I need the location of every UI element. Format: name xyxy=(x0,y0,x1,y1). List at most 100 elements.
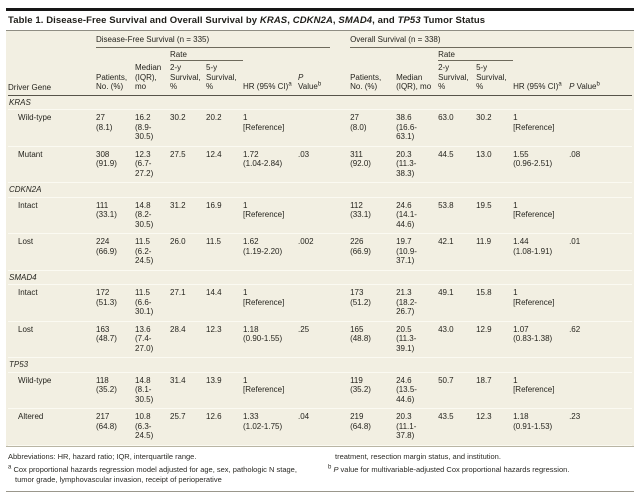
dfs-median-cell: 11.5 (6.6-30.1) xyxy=(135,284,170,322)
os-2y-survival-cell: 44.5 xyxy=(438,146,477,183)
dfs-2y-survival-cell: 31.2 xyxy=(170,197,206,234)
os-rate-header: Rate xyxy=(438,47,514,61)
gene-name: TP53 xyxy=(397,15,421,26)
os-patients-cell: 311 (92.0) xyxy=(350,146,397,183)
dfs-patients-cell: 27 (8.1) xyxy=(96,109,135,147)
dfs-5y-survival-cell: 12.3 xyxy=(206,321,243,358)
os-hr-cell: 1.44 (1.08-1.91) xyxy=(513,233,570,271)
os-median-cell: 19.7 (10.9-37.1) xyxy=(396,233,439,271)
dfs-median-header: Median (IQR), mo xyxy=(135,60,170,96)
column-header-row: Patients, No. (%) Median (IQR), mo 2-y S… xyxy=(8,60,633,96)
table-title: Table 1. Disease-Free Survival and Overa… xyxy=(6,11,634,31)
table-row: Mutant 308 (91.9) 12.3 (6.7-27.2) 27.5 12.4 1.7… xyxy=(8,146,633,183)
os-patients-cell: 219 (64.8) xyxy=(350,408,397,446)
dfs-hr-cell: 1.33 (1.02-1.75) xyxy=(243,408,298,446)
os-5y-survival-cell: 11.9 xyxy=(476,233,514,271)
os-patients-cell: 226 (66.9) xyxy=(350,233,397,271)
table-row: Wild-type 27 (8.1) 16.2 (8.9-30.5) 30.2 20.2 1[… xyxy=(8,109,633,147)
row-label: Wild-type xyxy=(8,372,96,409)
os-hr-cell: 1.55 (0.96-2.51) xyxy=(513,146,570,183)
footnote-column-right: treatment, resection margin status, and … xyxy=(328,452,632,489)
row-label: Altered xyxy=(8,408,96,446)
table-row: Lost 163 (48.7) 13.6 (7.4-27.0) 28.4 12.3 1.18(… xyxy=(8,321,633,358)
table-row: Intact 111 (33.1) 14.8 (8.2-30.5) 31.2 16.9 1 [R… xyxy=(8,197,633,234)
footnote-a-text: Cox proportional hazards regression mode… xyxy=(13,465,297,484)
footnote-a: a Cox proportional hazards regression mo… xyxy=(8,465,312,484)
row-label: Intact xyxy=(8,284,96,322)
dfs-p-value-cell: .002 xyxy=(298,233,331,271)
dfs-2y-survival-cell: 27.1 xyxy=(170,284,206,322)
rate-gap xyxy=(96,47,170,61)
os-hr-cell: 1 [Reference] xyxy=(513,109,570,147)
os-median-cell: 38.6 (16.6-63.1) xyxy=(396,109,439,147)
footnote-a-marker: a xyxy=(8,464,12,471)
p-header-label: Value xyxy=(574,82,597,91)
rate-gap xyxy=(513,47,632,61)
dfs-hr-cell: 1.18 (0.90-1.55) xyxy=(243,321,298,358)
dfs-hr-cell: 1 [Reference] xyxy=(243,197,298,234)
footnote-b-text: value for multivariable-adjusted Cox pro… xyxy=(338,465,570,474)
dfs-hr-header: HR (95% CI)a xyxy=(243,60,298,96)
dfs-2y-survival-cell: 31.4 xyxy=(170,372,206,409)
os-5y-survival-cell: 30.2 xyxy=(476,109,514,147)
dfs-patients-cell: 224 (66.9) xyxy=(96,233,135,271)
gene-section-row: CDKN2A xyxy=(8,182,633,198)
title-text: , xyxy=(332,15,339,26)
dfs-5y-survival-cell: 16.9 xyxy=(206,197,243,234)
os-median-cell: 20.3 (11.1-37.8) xyxy=(396,408,439,446)
row-label: Wild-type xyxy=(8,109,96,147)
abbreviations-note: Abbreviations: HR, hazard ratio; IQR, in… xyxy=(8,451,197,461)
p-header-label: Value xyxy=(298,82,318,91)
dfs-2y-survival-cell: 25.7 xyxy=(170,408,206,446)
os-p-value-cell xyxy=(569,197,633,234)
os-hr-cell: 1.07 (0.83-1.38) xyxy=(513,321,570,358)
top-rule xyxy=(6,8,634,11)
os-patients-cell: 165 (48.8) xyxy=(350,321,397,358)
os-p-header: P Valueb xyxy=(569,60,633,96)
table-row: Lost 224 (66.9) 11.5 (6.2-24.5) 26.0 11.5 1.62(… xyxy=(8,233,633,271)
title-text: , xyxy=(287,15,293,26)
os-patients-header: Patients, No. (%) xyxy=(350,60,397,96)
row-label: Lost xyxy=(8,233,96,271)
dfs-2y-survival-cell: 28.4 xyxy=(170,321,206,358)
dfs-p-value-cell xyxy=(298,109,331,147)
dfs-hr-cell: 1.72 (1.04-2.84) xyxy=(243,146,298,183)
os-5y-survival-cell: 12.3 xyxy=(476,408,514,446)
dfs-p-value-cell xyxy=(298,372,331,409)
os-median-header: Median (IQR), mo xyxy=(396,60,439,96)
os-median-cell: 24.6 (13.5-44.6) xyxy=(396,372,439,409)
dfs-hr-cell: 1 [Reference] xyxy=(243,109,298,147)
os-median-cell: 21.3 (18.2-26.7) xyxy=(396,284,439,322)
footnote-a-marker: a xyxy=(558,81,562,88)
group-header-row: Driver Gene Disease-Free Survival (n = 3… xyxy=(8,31,633,96)
table-row: Wild-type 118 (35.2) 14.8 (8.1-30.5) 31.4 13.9… xyxy=(8,372,633,409)
footnote-b: b P value for multivariable-adjusted Cox… xyxy=(328,465,632,475)
dfs-5y-survival-cell: 13.9 xyxy=(206,372,243,409)
footnote-a-continued: treatment, resection margin status, and … xyxy=(335,451,501,461)
os-p-value-cell xyxy=(569,109,633,147)
p-header-italic: P xyxy=(298,72,304,82)
os-5y-survival-cell: 15.8 xyxy=(476,284,514,322)
os-patients-cell: 27 (8.0) xyxy=(350,109,397,147)
gene-name: CDKN2A xyxy=(292,15,333,26)
dfs-5y-survival-cell: 14.4 xyxy=(206,284,243,322)
table-header: Driver Gene Disease-Free Survival (n = 3… xyxy=(8,31,633,96)
dfs-rate-header: Rate xyxy=(170,47,243,61)
title-text: , and xyxy=(372,15,398,26)
gene-name: SMAD4 xyxy=(8,270,633,285)
dfs-p-value-cell xyxy=(298,284,331,322)
dfs-5y-survival-cell: 11.5 xyxy=(206,233,243,271)
gene-section-row: KRAS xyxy=(8,95,633,110)
spacer-cell xyxy=(330,372,351,409)
os-2y-survival-cell: 42.1 xyxy=(438,233,477,271)
os-p-value-cell: .62 xyxy=(569,321,633,358)
dfs-median-cell: 11.5 (6.2-24.5) xyxy=(135,233,170,271)
dfs-median-cell: 14.8 (8.1-30.5) xyxy=(135,372,170,409)
dfs-5y-survival-cell: 20.2 xyxy=(206,109,243,147)
os-p-value-cell: .08 xyxy=(569,146,633,183)
rate-header-row: Rate Rate xyxy=(8,47,632,61)
os-2y-survival-cell: 63.0 xyxy=(438,109,477,147)
gene-section-row: TP53 xyxy=(8,357,633,373)
driver-gene-header: Driver Gene xyxy=(8,31,96,96)
os-group-header: Overall Survival (n = 338) xyxy=(350,31,633,48)
